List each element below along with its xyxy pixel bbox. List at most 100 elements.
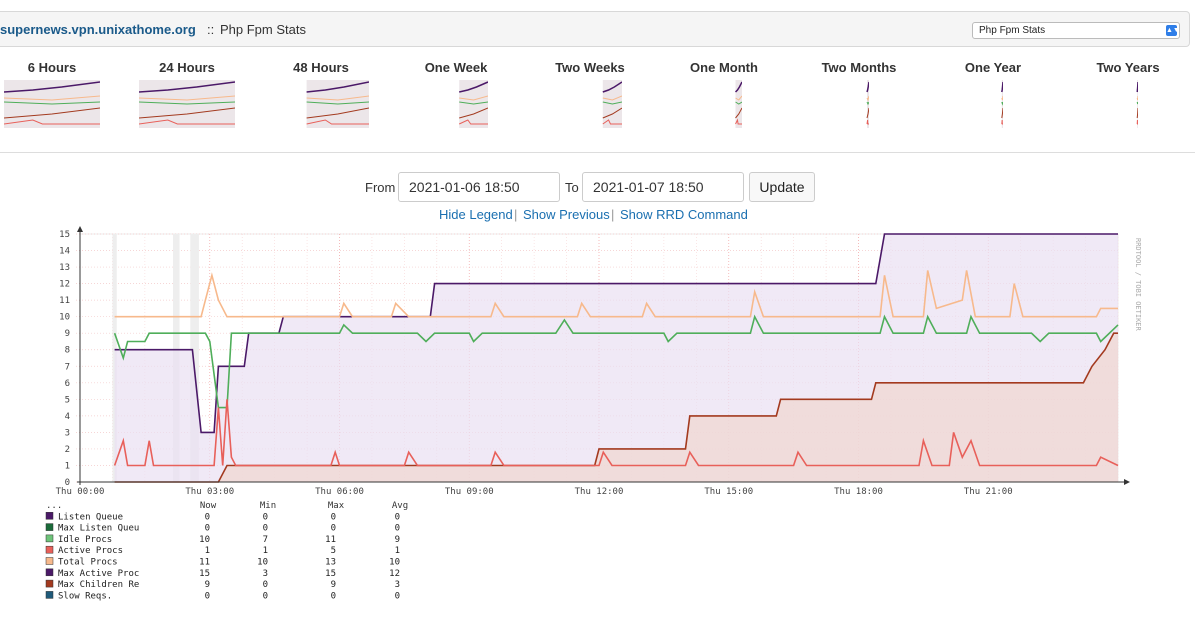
to-label: To xyxy=(565,180,579,195)
legend-value-min: 0 xyxy=(263,580,268,590)
legend-value-min: 0 xyxy=(263,591,268,601)
data-gap xyxy=(190,234,199,482)
y-tick-label: 1 xyxy=(65,461,70,471)
x-tick-label: Thu 06:00 xyxy=(315,487,364,497)
y-tick-label: 11 xyxy=(59,296,70,306)
host-title[interactable]: supernews.vpn.unixathome.org xyxy=(0,22,196,37)
y-tick-label: 0 xyxy=(65,478,70,488)
update-button[interactable]: Update xyxy=(749,172,815,202)
legend-series-name: Max Active Proc xyxy=(58,569,139,579)
x-tick-label: Thu 09:00 xyxy=(445,487,494,497)
legend-swatch xyxy=(45,534,54,543)
y-tick-label: 12 xyxy=(59,280,70,290)
date-range-form: From To Update xyxy=(0,172,1200,202)
legend-series-name: Max Children Re xyxy=(58,580,139,590)
period-label: 6 Hours xyxy=(27,60,77,75)
period-6-hours[interactable]: 6 Hours xyxy=(0,58,112,130)
legend-series-name: Total Procs xyxy=(58,558,118,568)
period-label: One Week xyxy=(424,60,488,75)
period-48-hours[interactable]: 48 Hours xyxy=(261,58,381,130)
legend-series-name: Listen Queue xyxy=(58,512,123,522)
legend-value-max: 15 xyxy=(325,569,336,579)
legend-value-now: 10 xyxy=(199,535,210,545)
hide-legend-link[interactable]: Hide Legend xyxy=(439,207,513,222)
y-axis-arrow-icon xyxy=(77,226,83,232)
legend-value-min: 0 xyxy=(263,512,268,522)
period-label: Two Years xyxy=(1096,60,1160,75)
plugin-title: Php Fpm Stats xyxy=(220,22,306,37)
period-one-week[interactable]: One Week xyxy=(396,58,516,130)
legend-value-avg: 0 xyxy=(395,591,400,601)
period-label: 24 Hours xyxy=(159,60,215,75)
period-label: 48 Hours xyxy=(293,60,349,75)
plugin-select-value: Php Fpm Stats xyxy=(979,25,1046,36)
x-tick-label: Thu 21:00 xyxy=(964,487,1013,497)
divider xyxy=(0,152,1195,153)
legend-value-min: 1 xyxy=(263,546,268,556)
period-two-years[interactable]: Two Years xyxy=(1068,58,1188,130)
show-rrd-command-link[interactable]: Show RRD Command xyxy=(620,207,748,222)
period-thumbnails: 6 Hours 24 Hours 48 Hours One Week Two Weeks… xyxy=(0,58,1200,148)
legend-value-avg: 10 xyxy=(389,558,400,568)
y-tick-label: 6 xyxy=(65,379,70,389)
x-tick-label: Thu 12:00 xyxy=(575,487,624,497)
legend-column-header: Avg xyxy=(392,501,408,511)
legend-value-avg: 0 xyxy=(395,512,400,522)
legend-value-max: 0 xyxy=(331,591,336,601)
from-label: From xyxy=(365,180,396,195)
y-tick-label: 4 xyxy=(65,412,70,422)
x-axis-arrow-icon xyxy=(1124,479,1130,485)
legend-value-now: 11 xyxy=(199,558,210,568)
period-label: Two Months xyxy=(821,60,897,75)
y-tick-label: 2 xyxy=(65,445,70,455)
y-tick-label: 5 xyxy=(65,395,70,405)
series-line-total-procs xyxy=(114,270,1118,318)
period-thumbnail-graph xyxy=(602,80,622,128)
legend-value-max: 13 xyxy=(325,558,336,568)
legend-value-max: 5 xyxy=(331,546,336,556)
period-24-hours[interactable]: 24 Hours xyxy=(127,58,247,130)
show-previous-link[interactable]: Show Previous xyxy=(523,207,610,222)
period-label: Two Weeks xyxy=(555,60,625,75)
legend-value-min: 10 xyxy=(257,558,268,568)
legend-value-now: 0 xyxy=(205,591,210,601)
period-thumbnail-graph xyxy=(734,80,742,128)
y-tick-label: 14 xyxy=(59,247,70,257)
legend-series-name: Slow Reqs. xyxy=(58,591,112,601)
link-separator: | xyxy=(514,207,518,222)
period-label: One Month xyxy=(690,60,758,75)
period-one-month[interactable]: One Month xyxy=(664,58,784,130)
legend-value-now: 0 xyxy=(205,524,210,534)
plugin-select[interactable]: Php Fpm Stats ▲▼ xyxy=(972,22,1180,39)
to-date-input[interactable] xyxy=(582,172,744,202)
period-two-weeks[interactable]: Two Weeks xyxy=(530,58,650,130)
series-area-max-children-re xyxy=(114,333,1119,482)
period-one-year[interactable]: One Year xyxy=(933,58,1053,130)
legend-column-header: Max xyxy=(328,501,345,511)
legend-value-now: 15 xyxy=(199,569,210,579)
series-line-idle-procs xyxy=(113,314,1119,409)
legend-value-now: 9 xyxy=(205,580,210,590)
legend-swatch xyxy=(45,523,54,531)
legend-value-min: 0 xyxy=(263,524,268,534)
legend-value-avg: 0 xyxy=(395,524,400,534)
legend-value-avg: 12 xyxy=(389,569,400,579)
period-two-months[interactable]: Two Months xyxy=(799,58,919,130)
legend-swatch xyxy=(45,557,54,565)
rrdtool-watermark: RRDTOOL / TOBI OETIKER xyxy=(1134,238,1142,332)
title-separator: :: xyxy=(207,22,215,37)
y-tick-label: 15 xyxy=(59,230,70,240)
header-bar: supernews.vpn.unixathome.org :: Php Fpm … xyxy=(0,11,1190,47)
period-thumbnail-graph xyxy=(866,80,869,128)
legend-header-prefix: ... xyxy=(46,501,62,511)
legend-value-avg: 9 xyxy=(395,535,400,545)
y-tick-label: 3 xyxy=(65,428,70,438)
legend-series-name: Active Procs xyxy=(58,546,123,556)
x-tick-label: Thu 18:00 xyxy=(834,487,883,497)
from-date-input[interactable] xyxy=(398,172,560,202)
legend-swatch xyxy=(45,568,54,577)
y-tick-label: 10 xyxy=(59,313,70,323)
legend-value-now: 1 xyxy=(205,546,210,556)
series-line-active-procs xyxy=(113,399,1119,467)
